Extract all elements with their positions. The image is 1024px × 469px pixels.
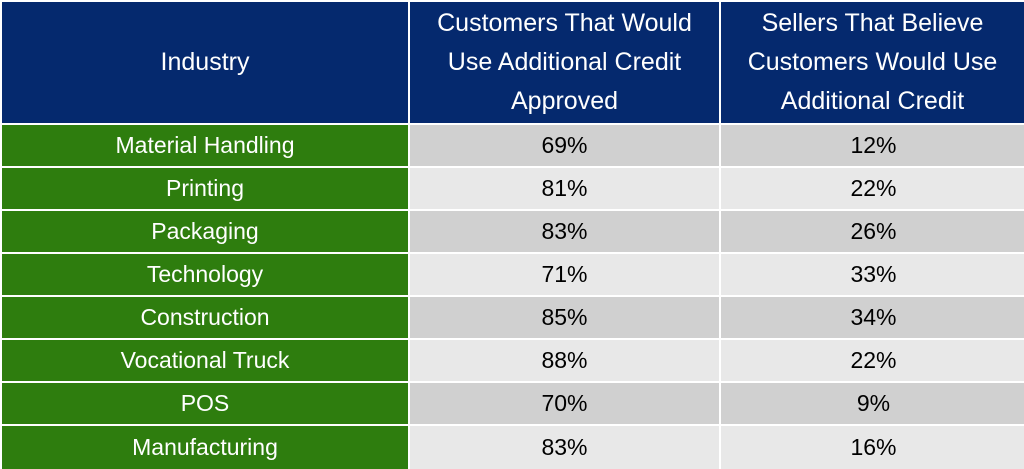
industry-cell: Technology xyxy=(2,254,410,297)
industry-cell: Printing xyxy=(2,168,410,211)
customers-value-cell: 71% xyxy=(410,254,721,297)
industry-cell: Packaging xyxy=(2,211,410,254)
customers-value-cell: 83% xyxy=(410,426,721,469)
header-customers-would-use: Customers That Would Use Additional Cred… xyxy=(410,2,721,125)
header-sellers-believe: Sellers That Believe Customers Would Use… xyxy=(721,2,1024,125)
customers-value-cell: 85% xyxy=(410,297,721,340)
customers-value-cell: 70% xyxy=(410,383,721,426)
sellers-value-cell: 34% xyxy=(721,297,1024,340)
sellers-value-cell: 22% xyxy=(721,168,1024,211)
sellers-value-cell: 33% xyxy=(721,254,1024,297)
customers-value-cell: 69% xyxy=(410,125,721,168)
sellers-value-cell: 12% xyxy=(721,125,1024,168)
industry-cell: POS xyxy=(2,383,410,426)
header-industry: Industry xyxy=(2,2,410,125)
industry-cell: Manufacturing xyxy=(2,426,410,469)
industry-cell: Vocational Truck xyxy=(2,340,410,383)
sellers-value-cell: 26% xyxy=(721,211,1024,254)
sellers-value-cell: 16% xyxy=(721,426,1024,469)
customers-value-cell: 88% xyxy=(410,340,721,383)
sellers-value-cell: 22% xyxy=(721,340,1024,383)
industry-cell: Construction xyxy=(2,297,410,340)
sellers-value-cell: 9% xyxy=(721,383,1024,426)
industry-cell: Material Handling xyxy=(2,125,410,168)
customers-value-cell: 81% xyxy=(410,168,721,211)
customers-value-cell: 83% xyxy=(410,211,721,254)
